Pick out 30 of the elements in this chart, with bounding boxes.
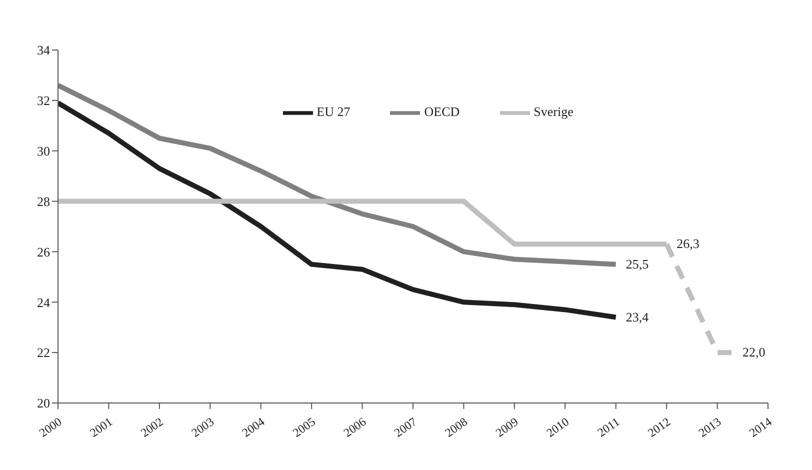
legend-label: OECD	[424, 104, 460, 119]
x-tick-label: 2010	[544, 414, 572, 440]
x-tick-label: 2006	[340, 414, 369, 440]
x-tick-label: 2004	[239, 414, 268, 440]
x-tick-label: 2013	[696, 414, 724, 440]
x-tick-label: 2007	[392, 414, 420, 440]
x-tick-label: 2011	[594, 414, 622, 440]
data-label: 22,0	[742, 344, 766, 360]
y-tick-label: 34	[37, 42, 50, 58]
y-tick-label: 22	[37, 345, 50, 360]
x-tick-label: 2014	[746, 414, 774, 440]
data-label: 25,5	[626, 256, 649, 272]
x-tick-label: 2005	[290, 414, 318, 440]
data-label: 26,3	[676, 236, 700, 252]
x-tick-label: 2001	[87, 414, 116, 440]
legend-label: EU 27	[316, 104, 350, 119]
x-tick-label: 2009	[493, 414, 521, 440]
x-tick-label: 2002	[138, 414, 166, 440]
data-label: 23,4	[626, 309, 650, 324]
y-tick-label: 28	[37, 194, 50, 209]
y-tick-label: 20	[37, 396, 50, 411]
y-tick-label: 30	[37, 143, 50, 158]
legend-label: Sverige	[534, 104, 574, 119]
x-tick-label: 2008	[442, 414, 470, 440]
y-tick-label: 32	[37, 93, 50, 108]
x-tick-label: 2003	[188, 414, 216, 440]
x-tick-label: 2000	[36, 414, 64, 440]
y-tick-label: 24	[37, 294, 50, 310]
x-tick-label: 2012	[645, 414, 673, 440]
y-tick-label: 26	[37, 244, 50, 260]
